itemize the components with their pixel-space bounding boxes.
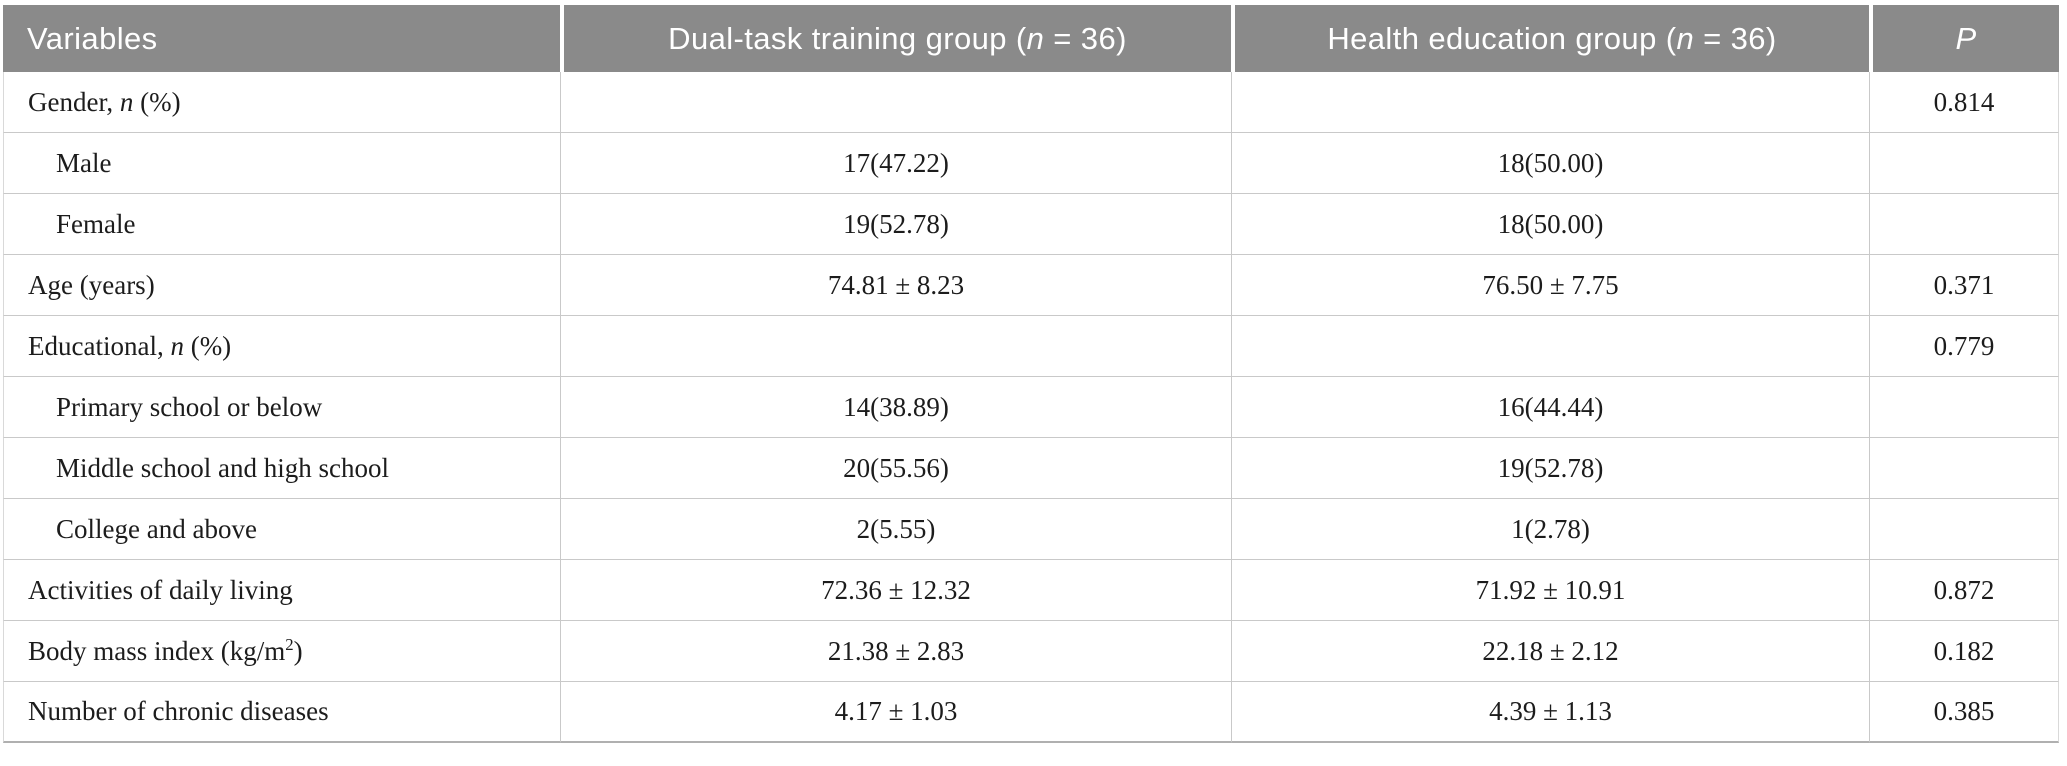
dual-task-value-cell: 14(38.89) xyxy=(560,377,1231,438)
dual-task-value-cell: 20(55.56) xyxy=(560,438,1231,499)
health-education-value-cell: 19(52.78) xyxy=(1231,438,1869,499)
table-row: Activities of daily living 72.36 ± 12.32… xyxy=(3,560,2059,621)
table-row: Female 19(52.78) 18(50.00) xyxy=(3,194,2059,255)
health-education-value-cell xyxy=(1231,72,1869,133)
variable-cell: Female xyxy=(3,194,560,255)
variable-cell: Activities of daily living xyxy=(3,560,560,621)
dual-task-value-cell xyxy=(560,72,1231,133)
p-value-cell: 0.371 xyxy=(1869,255,2059,316)
dual-task-value-cell: 4.17 ± 1.03 xyxy=(560,682,1231,743)
variable-cell: Number of chronic diseases xyxy=(3,682,560,743)
column-header-dual-task-group: Dual-task training group (n = 36) xyxy=(560,5,1231,72)
health-education-value-cell: 4.39 ± 1.13 xyxy=(1231,682,1869,743)
p-value-cell xyxy=(1869,499,2059,560)
p-value-cell: 0.872 xyxy=(1869,560,2059,621)
p-value-cell: 0.182 xyxy=(1869,621,2059,682)
variable-cell: Educational, n (%) xyxy=(3,316,560,377)
variable-cell: Primary school or below xyxy=(3,377,560,438)
health-education-value-cell: 18(50.00) xyxy=(1231,194,1869,255)
dual-task-value-cell: 2(5.55) xyxy=(560,499,1231,560)
table-header-row: Variables Dual-task training group (n = … xyxy=(3,5,2059,72)
table-row: College and above 2(5.55) 1(2.78) xyxy=(3,499,2059,560)
dual-task-value-cell: 72.36 ± 12.32 xyxy=(560,560,1231,621)
variable-cell: Male xyxy=(3,133,560,194)
p-value-cell: 0.814 xyxy=(1869,72,2059,133)
variable-cell: Gender, n (%) xyxy=(3,72,560,133)
column-header-p-value: P xyxy=(1869,5,2059,72)
table-row: Age (years) 74.81 ± 8.23 76.50 ± 7.75 0.… xyxy=(3,255,2059,316)
table-body: Gender, n (%) 0.814 Male 17(47.22) 18(50… xyxy=(3,72,2059,743)
health-education-value-cell: 18(50.00) xyxy=(1231,133,1869,194)
health-education-value-cell: 16(44.44) xyxy=(1231,377,1869,438)
table-row: Middle school and high school 20(55.56) … xyxy=(3,438,2059,499)
dual-task-value-cell: 74.81 ± 8.23 xyxy=(560,255,1231,316)
variable-cell: Middle school and high school xyxy=(3,438,560,499)
baseline-characteristics-table: Variables Dual-task training group (n = … xyxy=(3,5,2059,743)
health-education-value-cell: 22.18 ± 2.12 xyxy=(1231,621,1869,682)
health-education-value-cell xyxy=(1231,316,1869,377)
variable-cell: Body mass index (kg/m2) xyxy=(3,621,560,682)
dual-task-value-cell xyxy=(560,316,1231,377)
dual-task-value-cell: 21.38 ± 2.83 xyxy=(560,621,1231,682)
table-row: Number of chronic diseases 4.17 ± 1.03 4… xyxy=(3,682,2059,743)
baseline-characteristics-table-wrap: Variables Dual-task training group (n = … xyxy=(3,5,2059,743)
variable-cell: College and above xyxy=(3,499,560,560)
table-row: Educational, n (%) 0.779 xyxy=(3,316,2059,377)
table-row: Gender, n (%) 0.814 xyxy=(3,72,2059,133)
health-education-value-cell: 76.50 ± 7.75 xyxy=(1231,255,1869,316)
dual-task-value-cell: 19(52.78) xyxy=(560,194,1231,255)
table-row: Male 17(47.22) 18(50.00) xyxy=(3,133,2059,194)
p-value-cell: 0.385 xyxy=(1869,682,2059,743)
p-value-cell xyxy=(1869,377,2059,438)
table-row: Body mass index (kg/m2) 21.38 ± 2.83 22.… xyxy=(3,621,2059,682)
column-header-variables: Variables xyxy=(3,5,560,72)
dual-task-value-cell: 17(47.22) xyxy=(560,133,1231,194)
health-education-value-cell: 71.92 ± 10.91 xyxy=(1231,560,1869,621)
p-value-cell: 0.779 xyxy=(1869,316,2059,377)
p-value-cell xyxy=(1869,133,2059,194)
variable-cell: Age (years) xyxy=(3,255,560,316)
p-value-cell xyxy=(1869,194,2059,255)
table-row: Primary school or below 14(38.89) 16(44.… xyxy=(3,377,2059,438)
p-value-cell xyxy=(1869,438,2059,499)
column-header-health-education-group: Health education group (n = 36) xyxy=(1231,5,1869,72)
health-education-value-cell: 1(2.78) xyxy=(1231,499,1869,560)
